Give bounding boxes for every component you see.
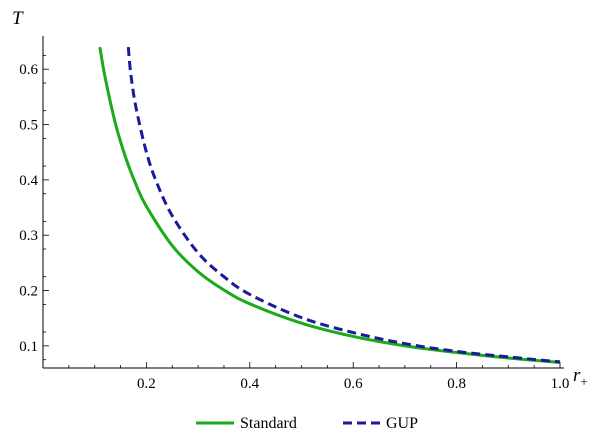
x-tick-label: 1.0 xyxy=(551,376,570,392)
y-tick-label: 0.1 xyxy=(19,339,38,355)
x-tick-label: 0.6 xyxy=(344,376,363,392)
y-tick-label: 0.5 xyxy=(19,118,38,134)
legend-label-standard: Standard xyxy=(240,415,297,432)
x-axis-title: r+ xyxy=(573,365,588,389)
x-tick-label: 0.8 xyxy=(447,376,466,392)
y-tick-label: 0.2 xyxy=(19,284,38,300)
x-tick-label: 0.4 xyxy=(240,376,259,392)
legend: Standard GUP xyxy=(196,415,418,432)
tick-labels: 0.2 0.4 0.6 0.8 1.0 0.1 0.2 0.3 0.4 0.5 0.6 xyxy=(19,62,569,392)
y-tick-label: 0.4 xyxy=(19,173,38,189)
series-group xyxy=(98,46,561,364)
axes xyxy=(42,36,564,369)
y-axis-title: T xyxy=(12,8,24,29)
series-line-standard xyxy=(98,46,561,364)
x-axis-title-sub: + xyxy=(580,374,587,389)
x-axis-title-main: r xyxy=(573,365,581,386)
y-tick-label: 0.6 xyxy=(19,62,38,78)
legend-label-gup: GUP xyxy=(386,415,418,432)
y-tick-label: 0.3 xyxy=(19,228,38,244)
series-line-gup xyxy=(126,46,561,364)
x-tick-label: 0.2 xyxy=(137,376,156,392)
